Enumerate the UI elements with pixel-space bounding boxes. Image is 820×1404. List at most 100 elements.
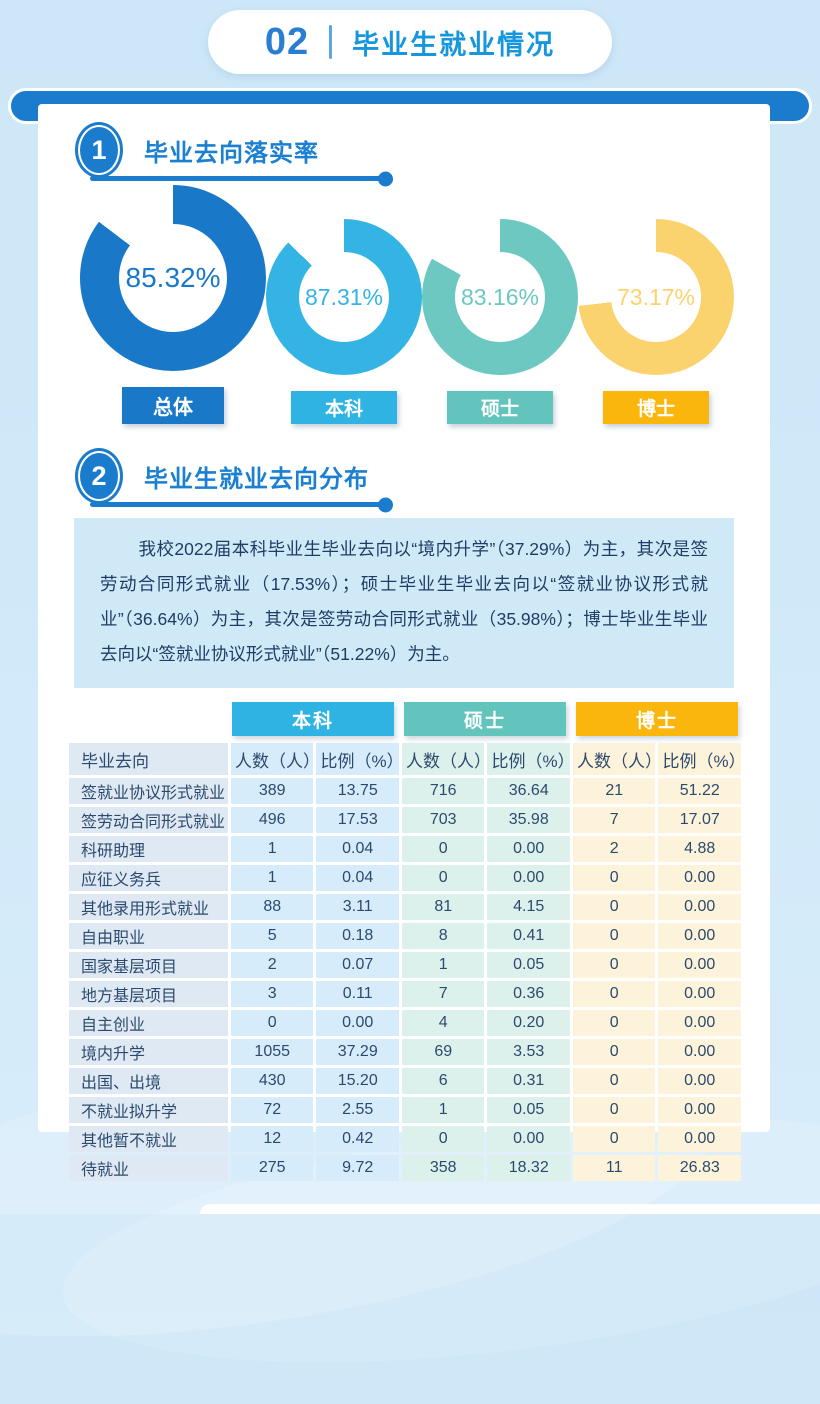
value-cell: 15.20	[316, 1068, 399, 1094]
donut-doctor: 73.17% 博士	[578, 219, 734, 424]
donut-ring: 73.17%	[578, 219, 734, 375]
value-cell: 0.04	[316, 836, 399, 862]
summary-paragraph: 我校2022届本科毕业生毕业去向以“境内升学”（37.29%）为主，其次是签劳动…	[100, 539, 708, 664]
row-label-cell: 自由职业	[69, 923, 228, 949]
value-cell: 11	[572, 1155, 656, 1181]
row-label-cell: 应征义务兵	[69, 865, 228, 891]
donut-category-badge: 博士	[603, 391, 709, 424]
donut-category-badge: 总体	[122, 387, 224, 424]
value-cell: 0	[572, 865, 656, 891]
value-cell: 2	[572, 836, 656, 862]
row-label-cell: 其他录用形式就业	[69, 894, 228, 920]
value-cell: 7	[572, 807, 656, 833]
value-cell: 0.20	[487, 1010, 570, 1036]
value-cell: 0	[401, 836, 485, 862]
value-cell: 36.64	[487, 778, 570, 804]
value-cell: 0.07	[316, 952, 399, 978]
value-cell: 1	[401, 1097, 485, 1123]
value-cell: 0.04	[316, 865, 399, 891]
value-cell: 5	[230, 923, 314, 949]
table-row: 国家基层项目 2 0.07 1 0.05 0 0.00	[69, 952, 741, 978]
table-row: 签劳动合同形式就业 496 17.53 703 35.98 7 17.07	[69, 807, 741, 833]
section-1-title: 毕业去向落实率	[144, 139, 319, 167]
table-header-cell: 比例（%）	[487, 743, 570, 775]
table-row: 地方基层项目 3 0.11 7 0.36 0 0.00	[69, 981, 741, 1007]
donut-ring: 83.16%	[422, 219, 578, 375]
table-header-cell: 人数（人）	[401, 743, 485, 775]
value-cell: 0.00	[658, 865, 741, 891]
table-group-tabs: 本科 硕士 博士	[232, 702, 742, 736]
value-cell: 3.53	[487, 1039, 570, 1065]
outcome-table: 毕业去向 人数（人） 比例（%） 人数（人） 比例（%） 人数（人） 比例（%） 签就业协议…	[66, 740, 744, 1184]
value-cell: 0	[572, 894, 656, 920]
value-cell: 1	[230, 865, 314, 891]
value-cell: 0.00	[658, 981, 741, 1007]
content-card: 1 毕业去向落实率 85.32% 总体 87.31% 本科 83.16% 硕士 73.17%…	[38, 104, 770, 1181]
donut-hole: 85.32%	[119, 224, 227, 332]
table-body: 签就业协议形式就业 389 13.75 716 36.64 21 51.22 签劳动合同形式就…	[69, 778, 741, 1181]
value-cell: 3	[230, 981, 314, 1007]
value-cell: 0.31	[487, 1068, 570, 1094]
value-cell: 12	[230, 1126, 314, 1152]
value-cell: 9.72	[316, 1155, 399, 1181]
value-cell: 0.36	[487, 981, 570, 1007]
value-cell: 716	[401, 778, 485, 804]
donut-category-badge: 本科	[291, 391, 397, 424]
value-cell: 4	[401, 1010, 485, 1036]
section-2-header: 2 毕业生就业去向分布	[66, 448, 742, 507]
page-title: 毕业生就业情况	[352, 29, 556, 60]
donut-master: 83.16% 硕士	[422, 219, 578, 424]
table-row: 出国、出境 430 15.20 6 0.31 0 0.00	[69, 1068, 741, 1094]
table-head: 毕业去向 人数（人） 比例（%） 人数（人） 比例（%） 人数（人） 比例（%）	[69, 743, 741, 775]
table-row: 自由职业 5 0.18 8 0.41 0 0.00	[69, 923, 741, 949]
value-cell: 0.05	[487, 1097, 570, 1123]
value-cell: 51.22	[658, 778, 741, 804]
value-cell: 0.00	[658, 894, 741, 920]
value-cell: 21	[572, 778, 656, 804]
value-cell: 2.55	[316, 1097, 399, 1123]
value-cell: 0.00	[658, 1010, 741, 1036]
row-label-cell: 签劳动合同形式就业	[69, 807, 228, 833]
table-row: 其他录用形式就业 88 3.11 81 4.15 0 0.00	[69, 894, 741, 920]
value-cell: 0	[572, 1126, 656, 1152]
table-row: 其他暂不就业 12 0.42 0 0.00 0 0.00	[69, 1126, 741, 1152]
donut-hole: 83.16%	[454, 251, 546, 343]
table-header-cell: 毕业去向	[69, 743, 228, 775]
row-label-cell: 签就业协议形式就业	[69, 778, 228, 804]
value-cell: 0	[572, 1039, 656, 1065]
value-cell: 7	[401, 981, 485, 1007]
value-cell: 0	[572, 1097, 656, 1123]
value-cell: 13.75	[316, 778, 399, 804]
group-tab-doctor: 博士	[576, 702, 738, 736]
value-cell: 37.29	[316, 1039, 399, 1065]
table-header-cell: 人数（人）	[572, 743, 656, 775]
donut-ring: 85.32%	[80, 185, 266, 371]
value-cell: 0.42	[316, 1126, 399, 1152]
value-cell: 0	[401, 1126, 485, 1152]
value-cell: 17.07	[658, 807, 741, 833]
value-cell: 0.00	[658, 1097, 741, 1123]
row-label-cell: 境内升学	[69, 1039, 228, 1065]
group-tab-master: 硕士	[404, 702, 566, 736]
value-cell: 0.00	[316, 1010, 399, 1036]
table-row: 自主创业 0 0.00 4 0.20 0 0.00	[69, 1010, 741, 1036]
value-cell: 496	[230, 807, 314, 833]
value-cell: 0.00	[658, 1039, 741, 1065]
value-cell: 0.00	[658, 952, 741, 978]
value-cell: 3.11	[316, 894, 399, 920]
value-cell: 0	[230, 1010, 314, 1036]
table-row: 待就业 275 9.72 358 18.32 11 26.83	[69, 1155, 741, 1181]
next-card-corner	[200, 1204, 820, 1214]
value-cell: 0.05	[487, 952, 570, 978]
row-label-cell: 地方基层项目	[69, 981, 228, 1007]
value-cell: 4.15	[487, 894, 570, 920]
value-cell: 8	[401, 923, 485, 949]
donut-percent-label: 73.17%	[616, 283, 695, 310]
value-cell: 6	[401, 1068, 485, 1094]
section-1-header: 1 毕业去向落实率	[66, 122, 742, 181]
value-cell: 1	[401, 952, 485, 978]
table-header-cell: 比例（%）	[316, 743, 399, 775]
value-cell: 18.32	[487, 1155, 570, 1181]
value-cell: 358	[401, 1155, 485, 1181]
donut-category-badge: 硕士	[447, 391, 553, 424]
